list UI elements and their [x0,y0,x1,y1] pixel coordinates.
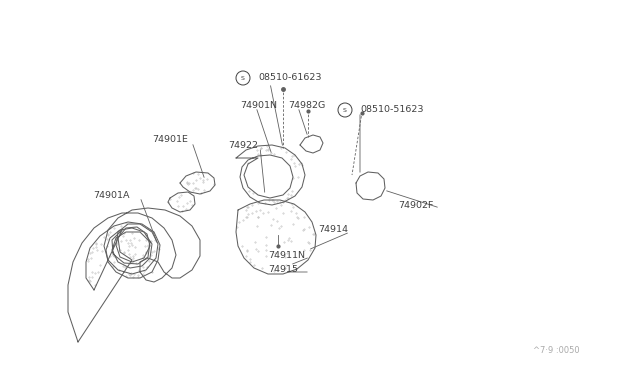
Text: ^7·9 :0050: ^7·9 :0050 [533,346,580,355]
Text: 74914: 74914 [318,225,348,234]
Text: 74901N: 74901N [240,100,277,109]
Text: 08510-51623: 08510-51623 [360,106,424,115]
Text: 08510-61623: 08510-61623 [258,74,321,83]
Text: 74901E: 74901E [152,135,188,144]
Text: 74915: 74915 [268,266,298,275]
Text: 74902F: 74902F [398,201,433,209]
Text: 74911N: 74911N [268,250,305,260]
Text: 74922: 74922 [228,141,258,150]
Text: 74901A: 74901A [93,190,129,199]
Text: S: S [343,108,347,112]
Text: S: S [241,76,245,80]
Text: 74982G: 74982G [288,100,325,109]
